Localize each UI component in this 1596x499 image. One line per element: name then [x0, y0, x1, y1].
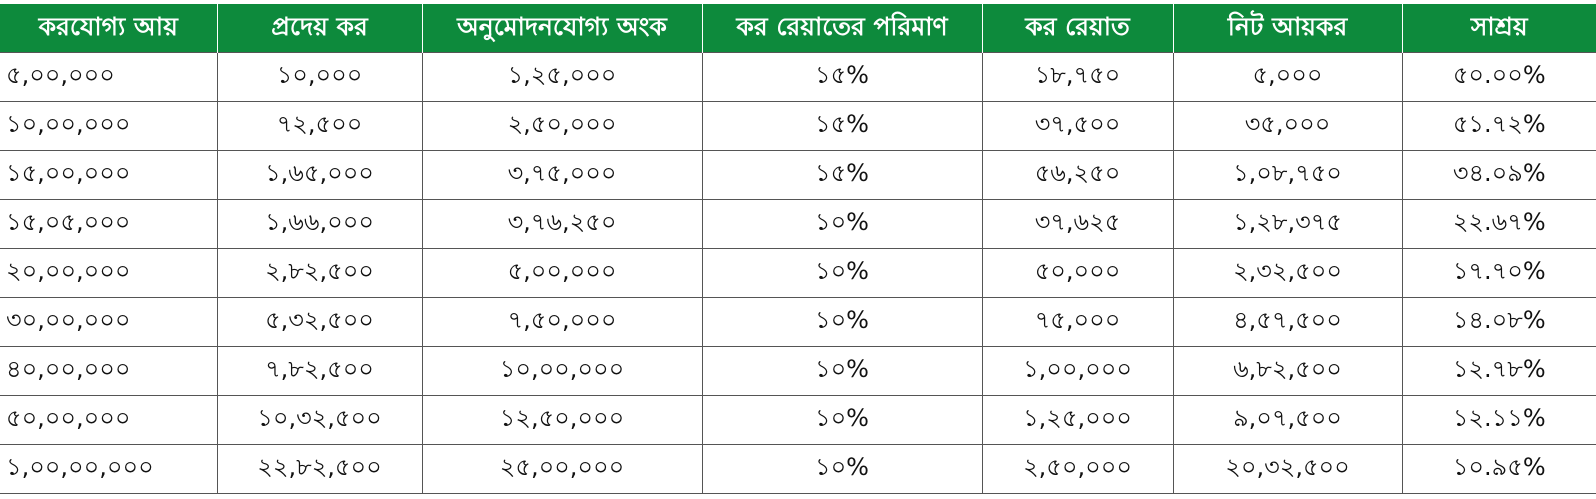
cell-rebate-rate: ১৫%	[701, 150, 982, 200]
cell-tax-rebate: ৭৫,০০০	[981, 297, 1173, 347]
cell-net-income-tax: ৫,০০০	[1172, 52, 1402, 102]
header-payable-tax: প্রদেয় কর	[216, 4, 423, 53]
cell-savings: ১৪.০৮%	[1401, 297, 1596, 347]
cell-net-income-tax: ২,৩২,৫০০	[1172, 248, 1402, 298]
cell-rebate-rate: ১০%	[701, 297, 982, 347]
table-row: ২০,০০,০০০ ২,৮২,৫০০ ৫,০০,০০০ ১০% ৫০,০০০ ২,৩২,৫…	[0, 248, 1596, 298]
cell-tax-rebate: ৫০,০০০	[981, 248, 1173, 298]
cell-payable-tax: ৭২,৫০০	[216, 101, 422, 151]
cell-payable-tax: ১,৬৬,০০০	[216, 199, 422, 249]
cell-rebate-rate: ১০%	[701, 346, 982, 396]
cell-taxable-income: ১,০০,০০,০০০	[0, 444, 217, 494]
cell-net-income-tax: ৩৫,০০০	[1172, 101, 1402, 151]
cell-savings: ৩৪.০৯%	[1401, 150, 1596, 200]
cell-savings: ৫১.৭২%	[1401, 101, 1596, 151]
header-allowable-amount: অনুমোদনযোগ্য অংক	[421, 4, 703, 53]
table-body: ৫,০০,০০০ ১০,০০০ ১,২৫,০০০ ১৫% ১৮,৭৫০ ৫,০০০ ৫০.০…	[0, 52, 1596, 494]
cell-taxable-income: ১৫,০৫,০০০	[0, 199, 217, 249]
cell-allowable-amount: ১,২৫,০০০	[421, 52, 702, 102]
cell-allowable-amount: ২৫,০০,০০০	[421, 444, 702, 494]
cell-allowable-amount: ১২,৫০,০০০	[421, 395, 702, 445]
table-row: ৫০,০০,০০০ ১০,৩২,৫০০ ১২,৫০,০০০ ১০% ১,২৫,০০০ ৯,…	[0, 395, 1596, 445]
header-row: করযোগ্য আয় প্রদেয় কর অনুমোদনযোগ্য অংক …	[0, 4, 1596, 53]
cell-allowable-amount: ১০,০০,০০০	[421, 346, 702, 396]
table-row: ১,০০,০০,০০০ ২২,৮২,৫০০ ২৫,০০,০০০ ১০% ২,৫০,০০০…	[0, 444, 1596, 494]
cell-taxable-income: ৪০,০০,০০০	[0, 346, 217, 396]
header-rebate-rate: কর রেয়াতের পরিমাণ	[701, 4, 983, 53]
cell-allowable-amount: ২,৫০,০০০	[421, 101, 702, 151]
cell-savings: ১০.৯৫%	[1401, 444, 1596, 494]
cell-taxable-income: ৩০,০০,০০০	[0, 297, 217, 347]
cell-net-income-tax: ৪,৫৭,৫০০	[1172, 297, 1402, 347]
tax-rebate-table: করযোগ্য আয় প্রদেয় কর অনুমোদনযোগ্য অংক …	[0, 4, 1596, 494]
table-row: ৩০,০০,০০০ ৫,৩২,৫০০ ৭,৫০,০০০ ১০% ৭৫,০০০ ৪,৫৭,৫…	[0, 297, 1596, 347]
cell-rebate-rate: ১৫%	[701, 52, 982, 102]
cell-rebate-rate: ১০%	[701, 199, 982, 249]
cell-net-income-tax: ১,২৮,৩৭৫	[1172, 199, 1402, 249]
header-tax-rebate: কর রেয়াত	[981, 4, 1174, 53]
cell-savings: ১৭.৭০%	[1401, 248, 1596, 298]
cell-taxable-income: ৫০,০০,০০০	[0, 395, 217, 445]
cell-allowable-amount: ৭,৫০,০০০	[421, 297, 702, 347]
table-row: ১৫,০৫,০০০ ১,৬৬,০০০ ৩,৭৬,২৫০ ১০% ৩৭,৬২৫ ১,২৮,৩…	[0, 199, 1596, 249]
cell-payable-tax: ১০,০০০	[216, 52, 422, 102]
cell-payable-tax: ২২,৮২,৫০০	[216, 444, 422, 494]
header-savings: সাশ্রয়	[1401, 4, 1596, 53]
cell-allowable-amount: ৫,০০,০০০	[421, 248, 702, 298]
cell-tax-rebate: ১,০০,০০০	[981, 346, 1173, 396]
cell-tax-rebate: ৫৬,২৫০	[981, 150, 1173, 200]
cell-rebate-rate: ১৫%	[701, 101, 982, 151]
cell-net-income-tax: ৯,০৭,৫০০	[1172, 395, 1402, 445]
cell-payable-tax: ৫,৩২,৫০০	[216, 297, 422, 347]
cell-net-income-tax: ২০,৩২,৫০০	[1172, 444, 1402, 494]
cell-taxable-income: ২০,০০,০০০	[0, 248, 217, 298]
cell-savings: ১২.৭৮%	[1401, 346, 1596, 396]
cell-taxable-income: ৫,০০,০০০	[0, 52, 217, 102]
cell-tax-rebate: ২,৫০,০০০	[981, 444, 1173, 494]
cell-rebate-rate: ১০%	[701, 395, 982, 445]
cell-net-income-tax: ৬,৮২,৫০০	[1172, 346, 1402, 396]
cell-payable-tax: ২,৮২,৫০০	[216, 248, 422, 298]
cell-allowable-amount: ৩,৭৬,২৫০	[421, 199, 702, 249]
cell-net-income-tax: ১,০৮,৭৫০	[1172, 150, 1402, 200]
table-row: ১০,০০,০০০ ৭২,৫০০ ২,৫০,০০০ ১৫% ৩৭,৫০০ ৩৫,০০০ ৫১…	[0, 101, 1596, 151]
table-header: করযোগ্য আয় প্রদেয় কর অনুমোদনযোগ্য অংক …	[0, 4, 1596, 53]
header-net-income-tax: নিট আয়কর	[1172, 4, 1403, 53]
cell-tax-rebate: ১,২৫,০০০	[981, 395, 1173, 445]
cell-savings: ১২.১১%	[1401, 395, 1596, 445]
cell-payable-tax: ৭,৮২,৫০০	[216, 346, 422, 396]
header-taxable-income: করযোগ্য আয়	[0, 4, 218, 53]
cell-tax-rebate: ১৮,৭৫০	[981, 52, 1173, 102]
cell-allowable-amount: ৩,৭৫,০০০	[421, 150, 702, 200]
cell-payable-tax: ১,৬৫,০০০	[216, 150, 422, 200]
cell-savings: ৫০.০০%	[1401, 52, 1596, 102]
cell-rebate-rate: ১০%	[701, 248, 982, 298]
cell-savings: ২২.৬৭%	[1401, 199, 1596, 249]
cell-rebate-rate: ১০%	[701, 444, 982, 494]
cell-payable-tax: ১০,৩২,৫০০	[216, 395, 422, 445]
table-row: ৪০,০০,০০০ ৭,৮২,৫০০ ১০,০০,০০০ ১০% ১,০০,০০০ ৬,৮…	[0, 346, 1596, 396]
table-row: ১৫,০০,০০০ ১,৬৫,০০০ ৩,৭৫,০০০ ১৫% ৫৬,২৫০ ১,০৮,৭…	[0, 150, 1596, 200]
cell-tax-rebate: ৩৭,৬২৫	[981, 199, 1173, 249]
table-row: ৫,০০,০০০ ১০,০০০ ১,২৫,০০০ ১৫% ১৮,৭৫০ ৫,০০০ ৫০.০…	[0, 52, 1596, 102]
cell-tax-rebate: ৩৭,৫০০	[981, 101, 1173, 151]
cell-taxable-income: ১৫,০০,০০০	[0, 150, 217, 200]
cell-taxable-income: ১০,০০,০০০	[0, 101, 217, 151]
